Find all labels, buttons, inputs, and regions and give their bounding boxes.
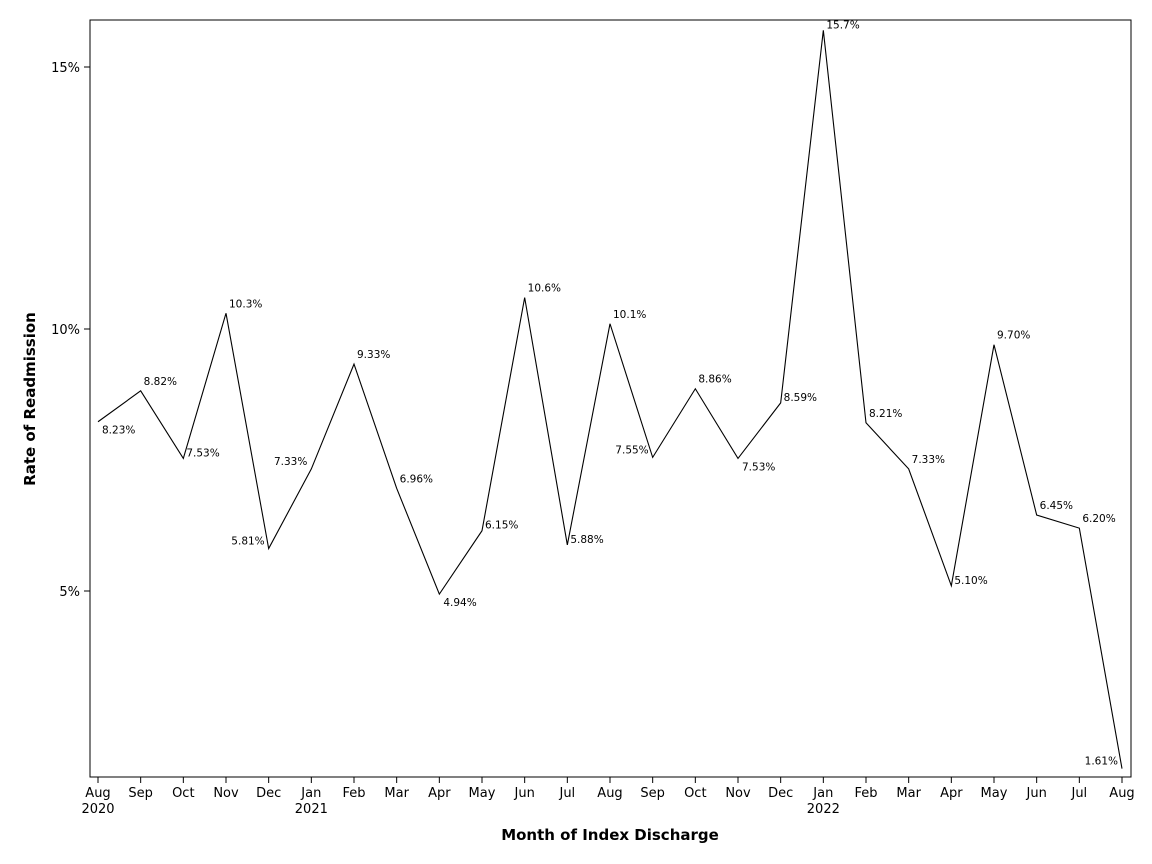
data-label: 10.6% bbox=[528, 283, 561, 295]
x-tick-year-label: 2020 bbox=[81, 802, 114, 817]
x-tick-label: Jun bbox=[514, 786, 535, 801]
data-label: 7.33% bbox=[274, 456, 307, 468]
x-tick-label: Sep bbox=[128, 786, 153, 801]
data-label: 8.59% bbox=[784, 392, 817, 404]
x-tick-label: Feb bbox=[854, 786, 877, 801]
y-axis-title: Rate of Readmission bbox=[21, 312, 39, 486]
data-label: 10.1% bbox=[613, 309, 646, 321]
data-label: 15.7% bbox=[826, 19, 859, 31]
data-label: 6.96% bbox=[400, 473, 433, 485]
x-tick-label: Jun bbox=[1026, 786, 1047, 801]
data-label: 7.53% bbox=[186, 447, 219, 459]
data-label: 9.33% bbox=[357, 349, 390, 361]
data-label: 8.21% bbox=[869, 408, 902, 420]
x-tick-label: Dec bbox=[768, 786, 793, 801]
x-tick-label: Nov bbox=[725, 786, 751, 801]
data-label: 7.55% bbox=[615, 444, 648, 456]
data-label: 9.70% bbox=[997, 330, 1030, 342]
y-tick-label: 5% bbox=[59, 585, 80, 600]
data-label: 8.86% bbox=[698, 374, 731, 386]
x-tick-label: May bbox=[469, 786, 496, 801]
data-label: 6.15% bbox=[485, 520, 518, 532]
x-tick-label: Jan bbox=[300, 786, 321, 801]
data-label: 10.3% bbox=[229, 298, 262, 310]
x-tick-label: Jan bbox=[812, 786, 833, 801]
x-tick-label: Mar bbox=[384, 786, 409, 801]
x-tick-year-label: 2022 bbox=[807, 802, 840, 817]
data-label: 4.94% bbox=[443, 597, 476, 609]
y-axis: 5% 10% 15% bbox=[51, 61, 90, 600]
x-tick-label: Feb bbox=[342, 786, 365, 801]
data-label: 6.20% bbox=[1082, 513, 1115, 525]
data-label: 7.33% bbox=[912, 454, 945, 466]
data-label: 6.45% bbox=[1040, 500, 1073, 512]
data-label: 5.81% bbox=[231, 536, 264, 548]
data-label: 5.10% bbox=[954, 575, 987, 587]
series-line bbox=[97, 30, 1123, 769]
x-tick-year-label: 2021 bbox=[295, 802, 328, 817]
x-tick-label: Oct bbox=[684, 786, 706, 801]
data-label: 5.88% bbox=[570, 534, 603, 546]
data-label: 8.23% bbox=[102, 425, 135, 437]
data-labels: 8.23% 8.82% 7.53% 10.3% 5.81% 7.33% 9.33% 6.96%… bbox=[102, 19, 1118, 767]
data-label: 8.82% bbox=[144, 376, 177, 388]
data-label: 7.53% bbox=[742, 461, 775, 473]
x-tick-label: May bbox=[981, 786, 1008, 801]
x-tick-label: Dec bbox=[256, 786, 281, 801]
x-tick-label: Nov bbox=[213, 786, 239, 801]
y-tick-label: 10% bbox=[51, 323, 80, 338]
x-tick-label: Jul bbox=[1070, 786, 1087, 801]
x-tick-label: Sep bbox=[640, 786, 665, 801]
plot-frame bbox=[89, 19, 1132, 778]
x-tick-label: Aug bbox=[597, 786, 622, 801]
x-tick-label: Aug bbox=[85, 786, 110, 801]
data-label: 1.61% bbox=[1085, 756, 1118, 768]
x-tick-label: Apr bbox=[428, 786, 451, 801]
x-tick-label: Jul bbox=[558, 786, 575, 801]
x-tick-label: Aug bbox=[1109, 786, 1134, 801]
y-tick-label: 15% bbox=[51, 61, 80, 76]
x-tick-label: Mar bbox=[896, 786, 921, 801]
x-axis-title: Month of Index Discharge bbox=[501, 826, 719, 844]
x-tick-label: Apr bbox=[940, 786, 963, 801]
x-tick-label: Oct bbox=[172, 786, 194, 801]
